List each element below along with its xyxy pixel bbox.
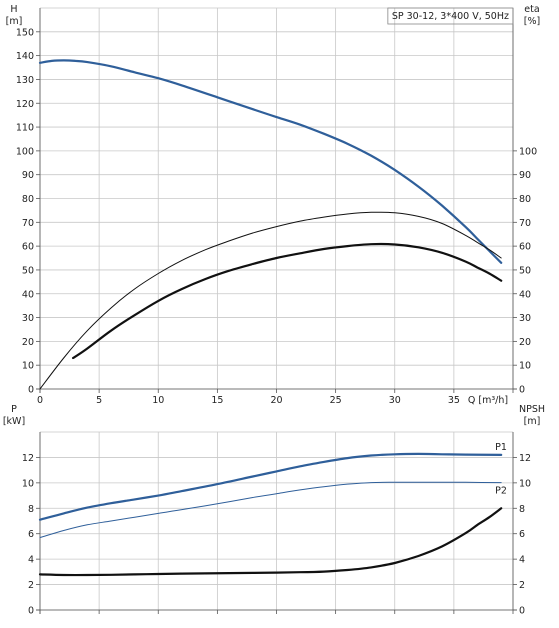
series-label-p2: P2 bbox=[495, 486, 507, 497]
y-left-tick-label: 12 bbox=[22, 453, 34, 464]
y-left-tick-label: 0 bbox=[28, 606, 34, 617]
y-left-tick-label: 40 bbox=[22, 289, 34, 300]
y-left-tick-label: 2 bbox=[28, 580, 34, 591]
y-left-tick-label: 150 bbox=[16, 27, 34, 38]
y-left-tick-label: 140 bbox=[16, 51, 34, 62]
x-tick-label: 25 bbox=[330, 395, 342, 406]
y-left-tick-label: 10 bbox=[22, 361, 34, 372]
series-line-curve-2 bbox=[38, 507, 503, 577]
y-right-tick-label: 12 bbox=[519, 453, 531, 464]
y-left-tick-label: 60 bbox=[22, 242, 34, 253]
y-left-tick-label: 30 bbox=[22, 313, 34, 324]
y-left-tick-label: 100 bbox=[16, 146, 34, 157]
y-left-axis-unit: [kW] bbox=[3, 416, 25, 427]
y-right-tick-label: 0 bbox=[519, 606, 525, 617]
y-right-axis-unit: [%] bbox=[524, 16, 540, 27]
y-left-tick-label: 120 bbox=[16, 99, 34, 110]
series-line-p2 bbox=[39, 481, 502, 538]
x-tick-label: 5 bbox=[96, 395, 102, 406]
series-line-curve-2 bbox=[72, 242, 503, 360]
y-right-axis-unit: [m] bbox=[524, 416, 541, 427]
y-left-tick-label: 6 bbox=[28, 529, 34, 540]
y-left-tick-label: 8 bbox=[28, 504, 34, 515]
chart-title: SP 30-12, 3*400 V, 50Hz bbox=[392, 11, 509, 22]
y-left-tick-label: 70 bbox=[22, 218, 34, 229]
x-tick-label: 15 bbox=[211, 395, 223, 406]
y-right-tick-label: 60 bbox=[519, 242, 531, 253]
y-left-axis-unit: [m] bbox=[6, 16, 23, 27]
head-efficiency-panel: 0102030405060708090100110120130140150010… bbox=[6, 4, 541, 406]
y-right-tick-label: 50 bbox=[519, 265, 531, 276]
y-right-tick-label: 70 bbox=[519, 218, 531, 229]
x-tick-label: 30 bbox=[389, 395, 401, 406]
series-line-curve-0 bbox=[38, 59, 503, 264]
y-right-tick-label: 100 bbox=[519, 146, 537, 157]
x-axis-title: Q [m³/h] bbox=[468, 395, 508, 406]
y-left-tick-label: 80 bbox=[22, 194, 34, 205]
y-left-tick-label: 50 bbox=[22, 265, 34, 276]
y-right-tick-label: 6 bbox=[519, 529, 525, 540]
y-right-tick-label: 40 bbox=[519, 289, 531, 300]
y-left-axis-title: H bbox=[10, 4, 17, 15]
series-line-curve-1 bbox=[39, 211, 502, 390]
y-right-tick-label: 4 bbox=[519, 555, 525, 566]
chart-title-box bbox=[387, 7, 514, 25]
y-right-tick-label: 10 bbox=[519, 361, 531, 372]
y-left-tick-label: 4 bbox=[28, 555, 34, 566]
y-left-tick-label: 130 bbox=[16, 75, 34, 86]
y-left-tick-label: 20 bbox=[22, 337, 34, 348]
y-left-tick-label: 0 bbox=[28, 385, 34, 396]
y-left-tick-label: 90 bbox=[22, 170, 34, 181]
y-right-tick-label: 8 bbox=[519, 504, 525, 515]
y-left-tick-label: 110 bbox=[16, 123, 34, 134]
y-left-tick-label: 10 bbox=[22, 478, 34, 489]
power-npsh-panel: 0 2 4 6 8 10 12 0 2 4 6 8 10 12 P[kW] NPSH[m] P1 P2 bbox=[3, 404, 545, 617]
y-right-tick-label: 2 bbox=[519, 580, 525, 591]
y-right-tick-label: 30 bbox=[519, 313, 531, 324]
y-right-tick-label: 80 bbox=[519, 194, 531, 205]
y-left-axis-title: P bbox=[11, 404, 17, 415]
y-right-axis-title: NPSH bbox=[519, 404, 545, 415]
x-tick-label: 20 bbox=[270, 395, 282, 406]
y-right-tick-label: 20 bbox=[519, 337, 531, 348]
y-right-tick-label: 10 bbox=[519, 478, 531, 489]
x-tick-label: 35 bbox=[448, 395, 460, 406]
y-right-tick-label: 0 bbox=[519, 385, 525, 396]
series-label-p1: P1 bbox=[495, 442, 507, 453]
series-line-p1 bbox=[38, 452, 503, 521]
x-tick-label: 10 bbox=[152, 395, 164, 406]
y-right-tick-label: 90 bbox=[519, 170, 531, 181]
x-tick-label: 0 bbox=[37, 395, 43, 406]
y-right-axis-title: eta bbox=[524, 4, 539, 15]
